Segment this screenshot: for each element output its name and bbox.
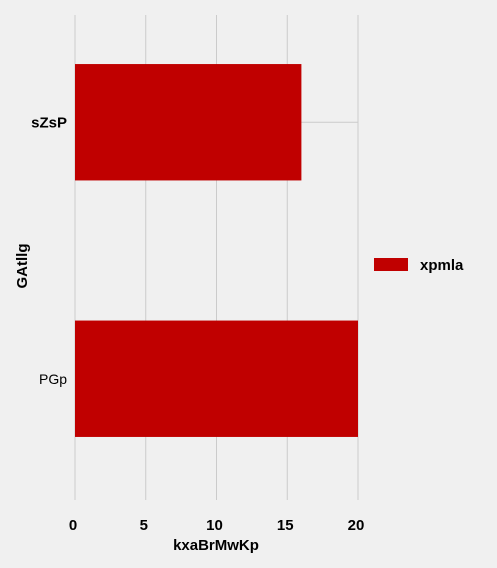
bar-PGp xyxy=(75,320,358,437)
y-tick-labels: sZsP PGp xyxy=(31,114,67,387)
x-axis-title: kxaBrMwKp xyxy=(173,537,259,554)
legend-label: xpmla xyxy=(420,257,464,274)
bars xyxy=(75,64,358,437)
x-tick-label: 15 xyxy=(277,517,294,534)
x-tick-label: 5 xyxy=(140,517,148,534)
x-tick-label: 0 xyxy=(69,517,77,534)
y-tick-label: PGp xyxy=(39,371,67,387)
x-tick-label: 10 xyxy=(206,517,223,534)
y-axis-title: GAtllg xyxy=(14,244,31,289)
x-tick-labels: 0 5 10 15 20 xyxy=(69,517,365,534)
legend-swatch xyxy=(374,258,408,271)
bar-sZsP xyxy=(75,64,302,181)
y-tick-label: sZsP xyxy=(31,114,67,131)
legend: xpmla xyxy=(374,257,464,274)
x-tick-label: 20 xyxy=(348,517,365,534)
